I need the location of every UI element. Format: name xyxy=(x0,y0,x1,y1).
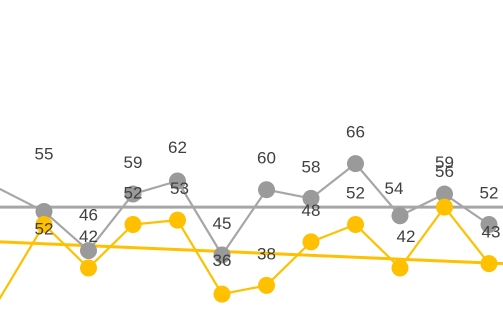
series-2-point-8 xyxy=(347,216,364,233)
series-2-label-8: 52 xyxy=(346,184,365,203)
series-2-point-11 xyxy=(480,255,498,273)
series-1-label-6: 60 xyxy=(257,149,276,168)
series-2-line xyxy=(0,206,490,301)
series-1-point-7 xyxy=(302,189,320,207)
series-2-label-3: 52 xyxy=(124,184,143,203)
series-2-label-9: 42 xyxy=(397,227,416,246)
series-1-label-10: 59 xyxy=(435,153,454,172)
series-1-point-9 xyxy=(391,207,409,225)
series-1-point-2 xyxy=(80,242,97,260)
series-2-point-2 xyxy=(80,259,97,277)
series-2-label-10: 56 xyxy=(435,162,454,181)
data-labels: 55 46 59 62 45 60 58 66 54 59 52 52 42 52 53 36 38 48 52 42… xyxy=(35,123,501,271)
series-2-label-6: 38 xyxy=(257,244,276,263)
series-2-label-2: 42 xyxy=(79,227,98,246)
series-2-label-7: 48 xyxy=(302,201,321,220)
series-1-point-5 xyxy=(213,246,231,264)
series-1-label-2: 46 xyxy=(79,206,98,225)
series-1-line xyxy=(0,162,490,257)
series-1-label-9: 54 xyxy=(385,179,404,198)
reference-line-2 xyxy=(0,240,503,266)
series-1-point-6 xyxy=(258,181,275,199)
series-1-point-11 xyxy=(480,216,498,233)
series-2-point-7 xyxy=(302,233,320,251)
series-1-point-3 xyxy=(124,185,142,203)
series-2-label-5: 36 xyxy=(213,251,232,270)
series-1-point-4 xyxy=(169,172,186,190)
series-1-label-4: 62 xyxy=(168,138,187,157)
series-2-point-1 xyxy=(35,216,53,233)
series-2-label-4: 53 xyxy=(170,179,189,198)
series-1-label-5: 45 xyxy=(213,214,232,233)
series-2-point-4 xyxy=(169,211,186,229)
series-2-label-11: 43 xyxy=(482,223,501,242)
series-1-label-11: 52 xyxy=(480,184,499,203)
series-markers xyxy=(35,155,498,303)
series-1-point-8 xyxy=(347,155,364,173)
series-2-point-9 xyxy=(391,259,409,277)
series-2-point-10 xyxy=(436,198,453,216)
series-lines xyxy=(0,162,490,301)
series-1-label-7: 58 xyxy=(302,157,321,176)
series-2-label-1: 52 xyxy=(35,220,54,239)
series-1-label-1: 55 xyxy=(35,144,54,163)
series-1-point-1 xyxy=(35,202,53,220)
series-2-point-5 xyxy=(213,285,231,303)
series-2-point-3 xyxy=(124,216,142,233)
series-2-point-6 xyxy=(258,276,275,294)
series-1-point-10 xyxy=(436,185,453,203)
series-1-label-3: 59 xyxy=(124,153,143,172)
series-1-label-8: 66 xyxy=(346,123,365,142)
